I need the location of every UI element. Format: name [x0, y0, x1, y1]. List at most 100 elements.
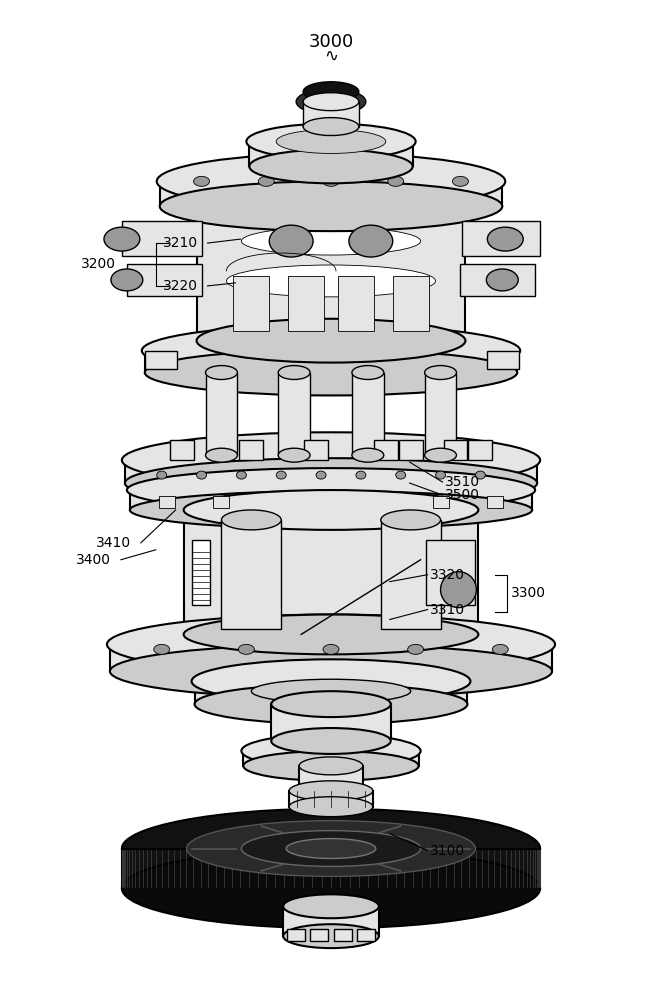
Ellipse shape [156, 153, 505, 209]
Bar [352, 373, 384, 455]
Bar [374, 440, 398, 460]
Ellipse shape [122, 432, 540, 488]
Ellipse shape [452, 176, 469, 186]
Ellipse shape [237, 471, 247, 479]
Ellipse shape [196, 184, 465, 228]
Bar [122, 849, 540, 888]
Bar [381, 520, 440, 629]
Ellipse shape [299, 782, 363, 800]
Ellipse shape [356, 471, 366, 479]
Ellipse shape [107, 615, 555, 674]
Ellipse shape [186, 821, 475, 876]
Ellipse shape [475, 471, 485, 479]
Text: 3200: 3200 [81, 257, 116, 271]
Bar [398, 440, 422, 460]
Bar [221, 520, 281, 629]
Text: ∿: ∿ [324, 47, 338, 65]
Ellipse shape [196, 471, 207, 479]
Ellipse shape [271, 691, 391, 717]
Ellipse shape [104, 227, 140, 251]
Bar [233, 276, 269, 331]
Ellipse shape [396, 471, 406, 479]
Bar [303, 102, 359, 127]
Ellipse shape [381, 510, 440, 530]
Ellipse shape [239, 644, 255, 654]
Ellipse shape [259, 176, 274, 186]
Ellipse shape [127, 468, 535, 512]
Ellipse shape [323, 644, 339, 654]
Bar [145, 351, 517, 373]
Bar [206, 373, 237, 455]
Ellipse shape [424, 448, 456, 462]
Text: 3210: 3210 [162, 236, 198, 250]
Ellipse shape [408, 644, 424, 654]
Ellipse shape [249, 149, 412, 183]
Bar [213, 496, 229, 508]
Bar [289, 791, 373, 807]
Ellipse shape [227, 265, 436, 297]
Ellipse shape [283, 924, 379, 948]
Bar [469, 440, 493, 460]
Bar [299, 766, 363, 791]
Bar [194, 681, 467, 704]
Bar [426, 540, 475, 605]
Ellipse shape [247, 124, 416, 159]
Ellipse shape [130, 491, 532, 529]
Ellipse shape [303, 118, 359, 136]
Ellipse shape [424, 366, 456, 380]
Ellipse shape [289, 781, 373, 801]
Bar [287, 929, 305, 941]
Ellipse shape [194, 176, 210, 186]
Bar [158, 496, 174, 508]
Bar [288, 276, 324, 331]
Ellipse shape [156, 471, 166, 479]
Text: 3310: 3310 [430, 603, 465, 617]
Ellipse shape [243, 751, 418, 781]
Bar [487, 351, 519, 369]
Ellipse shape [251, 679, 410, 703]
Ellipse shape [122, 809, 540, 888]
Bar [283, 906, 379, 936]
Ellipse shape [352, 448, 384, 462]
Bar [192, 540, 210, 605]
Ellipse shape [160, 181, 503, 231]
Bar [338, 276, 374, 331]
Bar [304, 440, 328, 460]
Bar [334, 929, 352, 941]
Ellipse shape [283, 894, 379, 918]
Ellipse shape [206, 366, 237, 380]
Bar [392, 276, 428, 331]
Ellipse shape [440, 572, 477, 608]
Bar [310, 929, 328, 941]
Ellipse shape [196, 319, 465, 363]
Ellipse shape [125, 458, 537, 508]
Ellipse shape [278, 366, 310, 380]
Bar [125, 460, 537, 483]
Ellipse shape [289, 797, 373, 817]
Bar [122, 221, 202, 256]
Bar [196, 206, 465, 341]
Ellipse shape [241, 734, 420, 768]
Bar [127, 264, 202, 296]
Ellipse shape [323, 176, 339, 186]
Ellipse shape [184, 490, 479, 530]
Ellipse shape [221, 510, 281, 530]
Text: 3320: 3320 [430, 568, 465, 582]
Ellipse shape [493, 644, 509, 654]
Ellipse shape [122, 849, 540, 928]
Bar [487, 496, 503, 508]
Bar [130, 490, 532, 510]
Ellipse shape [192, 659, 471, 703]
Ellipse shape [271, 728, 391, 754]
Ellipse shape [316, 471, 326, 479]
Bar [160, 181, 503, 206]
Text: 3510: 3510 [444, 475, 479, 489]
Text: 3400: 3400 [76, 553, 111, 567]
Bar [239, 440, 263, 460]
Ellipse shape [352, 366, 384, 380]
Ellipse shape [299, 757, 363, 775]
Ellipse shape [206, 448, 237, 462]
Ellipse shape [276, 471, 286, 479]
Ellipse shape [110, 644, 552, 698]
Ellipse shape [184, 615, 479, 654]
